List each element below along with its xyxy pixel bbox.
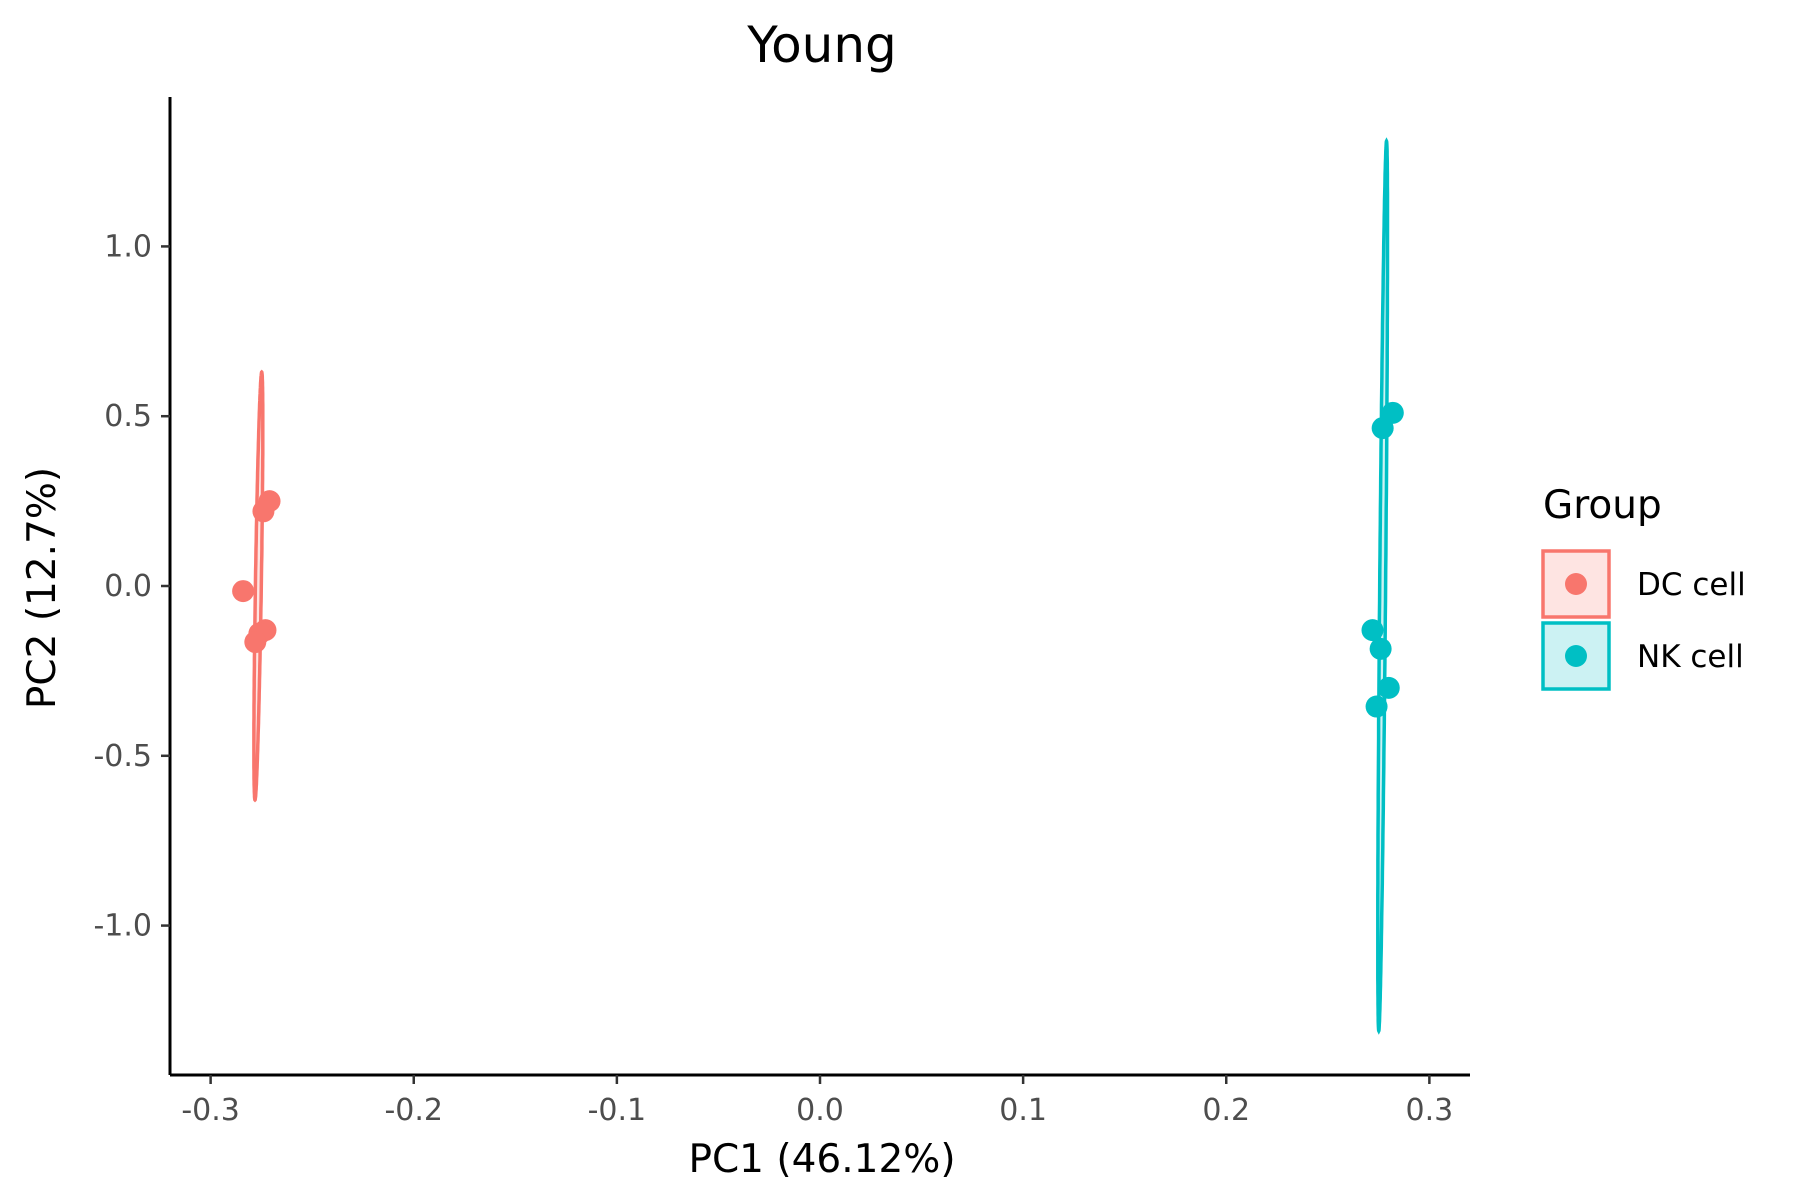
ellipse-nk-cell	[1376, 137, 1390, 1035]
x-tick-label: -0.1	[588, 1093, 647, 1128]
legend-title: Group	[1543, 483, 1662, 528]
axes: -0.3 -0.2 -0.1 0.0 0.1 0.2 0.3 -1.0 -0.5 0.0 0.5 1.…	[93, 97, 1470, 1128]
ellipse-dc-cell	[252, 369, 265, 803]
data-point-dc-cell-1	[252, 500, 275, 523]
data-point-nk-cell-1	[1371, 417, 1394, 440]
data-point-dc-cell-2	[232, 580, 255, 603]
x-tick-label: -0.2	[384, 1093, 443, 1128]
y-tick-label: 0.5	[104, 399, 152, 434]
data-point-nk-cell-3	[1369, 637, 1392, 660]
x-tick-label: 0.0	[796, 1093, 844, 1128]
y-tick-label: -1.0	[93, 909, 152, 944]
legend-marker-dc-cell	[1565, 573, 1587, 595]
x-tick-label: 0.3	[1406, 1093, 1454, 1128]
y-axis-title: PC2 (12.7%)	[20, 467, 65, 709]
data-points	[232, 401, 1404, 718]
confidence-ellipses	[252, 137, 1390, 1035]
legend-marker-nk-cell	[1565, 645, 1587, 667]
data-point-nk-cell-5	[1365, 695, 1388, 718]
chart-title: Young	[746, 16, 897, 74]
x-tick-label: -0.3	[181, 1093, 240, 1128]
data-point-nk-cell-2	[1361, 619, 1384, 642]
data-point-nk-cell-4	[1377, 676, 1400, 699]
legend: Group DC cell NK cell	[1541, 483, 1746, 691]
data-point-dc-cell-5	[244, 631, 267, 654]
y-tick-label: -0.5	[93, 739, 152, 774]
legend-label-nk-cell: NK cell	[1637, 639, 1744, 675]
x-tick-label: 0.2	[1202, 1093, 1250, 1128]
y-tick-label: 1.0	[104, 229, 152, 264]
legend-label-dc-cell: DC cell	[1637, 567, 1746, 603]
x-axis-title: PC1 (46.12%)	[688, 1137, 955, 1182]
y-tick-label: 0.0	[104, 569, 152, 604]
x-tick-label: 0.1	[999, 1093, 1047, 1128]
